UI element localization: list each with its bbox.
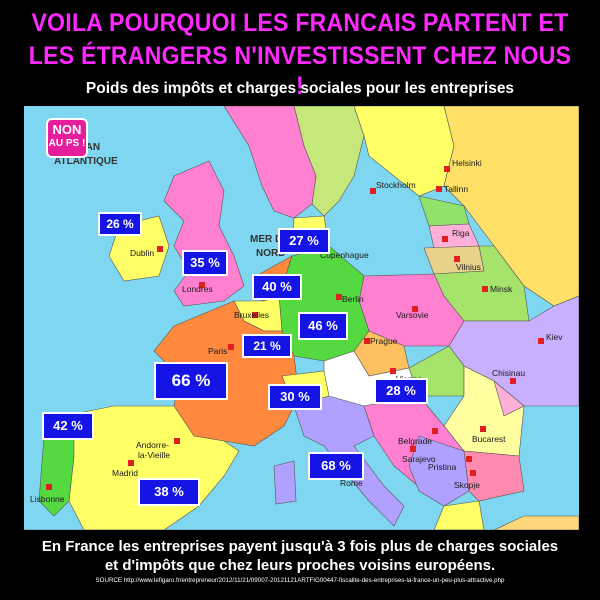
city-vilnius: Vilnius [456, 262, 481, 272]
capital-dot [228, 344, 234, 350]
moldova-shape [493, 380, 525, 417]
pct-portugal: 42 % [42, 412, 94, 440]
capital-dot [470, 470, 476, 476]
city-belgrade: Belgrade [398, 436, 433, 446]
pct-france: 66 % [154, 362, 228, 400]
norway-shape [223, 106, 317, 219]
subtitle: Poids des impôts et charges sociales pou… [85, 80, 515, 97]
city-varsovie: Varsovie [396, 310, 429, 320]
pct-italy: 68 % [308, 452, 364, 480]
city-lisbonne: Lisbonne [30, 494, 65, 504]
pct-spain: 38 % [138, 478, 200, 506]
capital-dot [454, 256, 460, 262]
capital-dot [510, 378, 516, 384]
europe-map: OCÉAN ATLANTIQUE MER DU NORD Dublin Lond… [24, 106, 579, 530]
city-sarajevo: Sarajevo [402, 454, 436, 464]
capital-dot [252, 312, 258, 318]
city-stockholm: Stockholm [376, 180, 416, 190]
capital-dot [466, 456, 472, 462]
headline-line-2: LES ÉTRANGERS N'INVESTISSENT CHEZ NOUS ! [28, 42, 572, 100]
capital-dot [410, 446, 416, 452]
north-sea-label-2: NORD [256, 248, 286, 259]
city-londres: Londres [182, 284, 213, 294]
source-link[interactable]: SOURCE http://www.lefigaro.fr/entreprene… [95, 577, 505, 584]
city-kiev: Kiev [546, 332, 563, 342]
capital-markers [46, 166, 544, 490]
city-helsinki: Helsinki [452, 158, 482, 168]
capital-dot [128, 460, 134, 466]
capital-dot [442, 236, 448, 242]
capital-dot [444, 166, 450, 172]
capital-dot [370, 188, 376, 194]
capital-dot [336, 294, 342, 300]
capital-dot [432, 428, 438, 434]
greece-shape [433, 500, 485, 530]
pct-belgium: 21 % [242, 334, 292, 358]
caption-line-2: et d'impôts que chez leurs proches voisi… [104, 557, 496, 574]
city-rome: Rome [340, 478, 363, 488]
capital-dot [157, 246, 163, 252]
pct-denmark: 27 % [278, 228, 330, 254]
ocean-label-2: ATLANTIQUE [54, 156, 118, 167]
capital-dot [538, 338, 544, 344]
north-sea-label-1: MER DU [250, 234, 290, 245]
map-graphic [24, 106, 579, 530]
capital-dot [480, 426, 486, 432]
capital-dot [482, 286, 488, 292]
pct-switzerland: 30 % [268, 384, 322, 410]
capital-dot [390, 368, 396, 374]
capital-dot [364, 338, 370, 344]
city-riga: Riga [452, 228, 470, 238]
city-minsk: Minsk [490, 284, 513, 294]
city-dublin: Dublin [130, 248, 155, 258]
caption-line-1: En France les entreprises payent jusqu'à… [41, 538, 559, 555]
city-copenhague: Copenhague [320, 250, 369, 260]
sardinia-shape [273, 460, 297, 505]
capital-dot [436, 186, 442, 192]
city-prague: Prague [370, 336, 398, 346]
pct-germany: 46 % [298, 312, 348, 340]
city-bruxelles: Bruxelles [234, 310, 269, 320]
city-berlin: Berlin [342, 294, 364, 304]
city-bucarest: Bucarest [472, 434, 506, 444]
capital-dot [174, 438, 180, 444]
north-africa-shape [24, 515, 579, 530]
badge-line-2: AU PS ! [48, 138, 86, 149]
badge-line-1: NON [52, 122, 82, 137]
city-pristina: Pristina [428, 462, 457, 472]
city-chisinau: Chisinau [492, 368, 526, 378]
pct-austria: 28 % [374, 378, 428, 404]
city-andorre-2: la-Vieille [138, 450, 170, 460]
pct-netherlands: 40 % [252, 274, 302, 300]
headline-line-1: VOILA POURQUOI LES FRANCAIS PARTENT ET [31, 9, 569, 37]
bulgaria-shape [463, 450, 525, 502]
city-tallinn: Tallinn [444, 184, 469, 194]
city-madrid: Madrid [112, 468, 138, 478]
city-andorre-1: Andorre- [136, 440, 170, 450]
city-skopje: Skopje [454, 480, 480, 490]
non-au-ps-badge: NON AU PS ! [46, 118, 88, 158]
pct-uk: 35 % [182, 250, 228, 276]
capital-dot [199, 282, 205, 288]
pct-ireland: 26 % [98, 212, 142, 236]
capital-dot [46, 484, 52, 490]
capital-dot [412, 306, 418, 312]
city-paris: Paris [208, 346, 228, 356]
